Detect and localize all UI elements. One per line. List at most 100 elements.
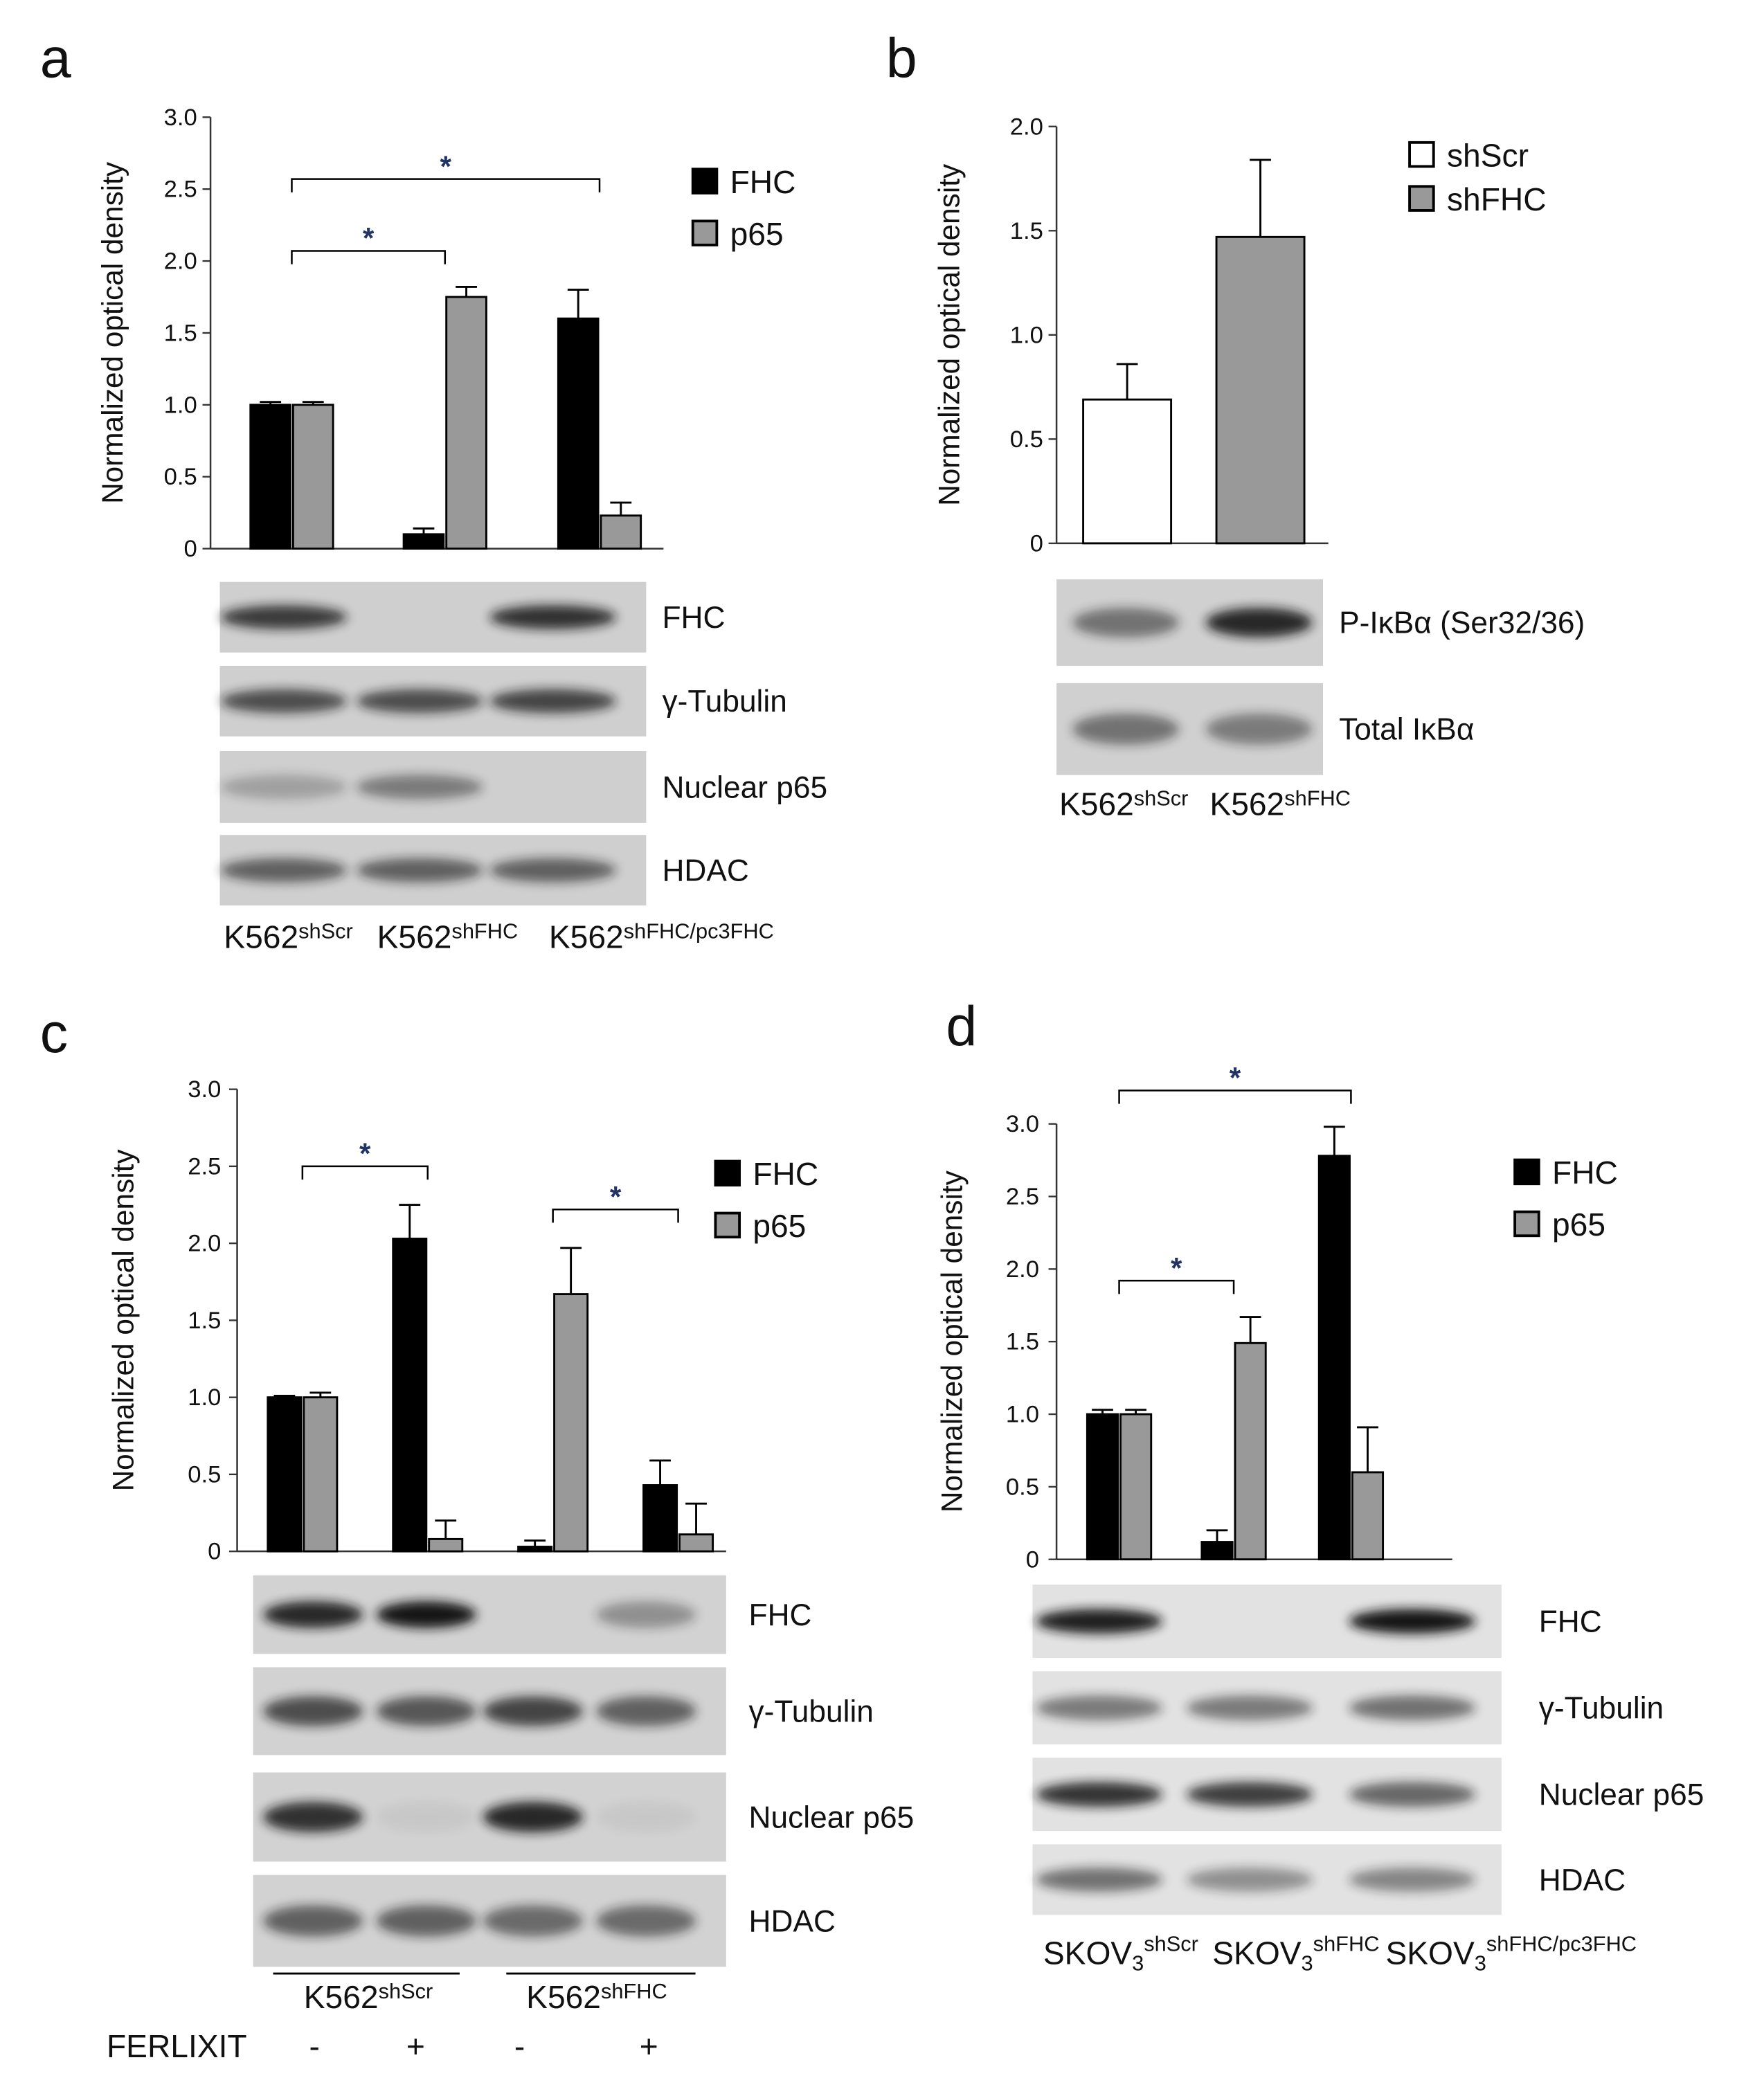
label-text: SKOV bbox=[1385, 1935, 1474, 1971]
bar bbox=[1200, 1541, 1234, 1561]
error-bar bbox=[435, 1519, 457, 1539]
blot-label: HDAC bbox=[749, 1904, 836, 1938]
category-label: K562shScr bbox=[224, 919, 352, 955]
blot-band bbox=[1072, 713, 1180, 745]
y-tick-label: 2.5 bbox=[188, 1153, 221, 1180]
label-sup: shFHC bbox=[601, 1979, 667, 2003]
error-bar bbox=[399, 1204, 421, 1239]
bar bbox=[557, 317, 600, 550]
error-bar bbox=[1092, 1409, 1113, 1415]
blot-band bbox=[376, 1802, 476, 1832]
label-sup: shScr bbox=[1144, 1932, 1198, 1956]
label-text: K562 bbox=[1209, 786, 1284, 822]
blot-band bbox=[1205, 713, 1313, 745]
blot-band bbox=[356, 858, 483, 883]
significance-bracket bbox=[1118, 1090, 1352, 1104]
bar bbox=[553, 1293, 589, 1553]
blot-label: Nuclear p65 bbox=[1539, 1778, 1704, 1812]
category-label: K562shFHC bbox=[377, 919, 519, 955]
y-tick-label: 0 bbox=[1030, 530, 1043, 557]
blot-band bbox=[376, 1696, 476, 1726]
legend-label: p65 bbox=[753, 1208, 806, 1244]
y-tick-label: 0.5 bbox=[1006, 1474, 1039, 1500]
y-tick-label: 3.0 bbox=[188, 1076, 221, 1103]
blot-band bbox=[596, 1802, 696, 1832]
category-label: + bbox=[406, 2028, 425, 2064]
blot-band bbox=[220, 775, 348, 799]
blot-band bbox=[489, 689, 617, 714]
label-sub: 3 bbox=[1132, 1951, 1144, 1976]
bar bbox=[600, 514, 642, 550]
panel-letter: d bbox=[946, 995, 977, 1058]
error-bar bbox=[1357, 1426, 1378, 1472]
blot-label: Nuclear p65 bbox=[749, 1800, 915, 1834]
y-axis-label: Normalized optical density bbox=[107, 1149, 139, 1492]
blot-band bbox=[483, 1696, 583, 1726]
legend-label: p65 bbox=[1552, 1207, 1605, 1243]
bar bbox=[1086, 1413, 1119, 1561]
error-bar bbox=[260, 401, 282, 405]
y-tick-label: 0 bbox=[208, 1539, 221, 1565]
blot-label: FHC bbox=[662, 601, 725, 635]
label-text: K562 bbox=[377, 919, 452, 955]
blot-band bbox=[263, 1802, 363, 1832]
blot-band bbox=[596, 1696, 696, 1726]
blot-label: HDAC bbox=[662, 854, 748, 888]
bar bbox=[402, 533, 445, 550]
legend-swatch bbox=[714, 1211, 741, 1239]
error-bar bbox=[649, 1459, 671, 1485]
blot-band bbox=[596, 1601, 696, 1628]
blot-band bbox=[1072, 608, 1180, 638]
y-tick-label: 1.5 bbox=[1010, 218, 1043, 244]
significance-bracket bbox=[552, 1208, 679, 1223]
legend-swatch bbox=[691, 168, 719, 195]
y-tick-label: 2.5 bbox=[164, 177, 197, 203]
blot-label: Nuclear p65 bbox=[662, 770, 827, 804]
blot-band bbox=[376, 1601, 476, 1628]
blot-band bbox=[376, 1905, 476, 1937]
blot-label: HDAC bbox=[1539, 1863, 1626, 1897]
y-tick-label: 1.5 bbox=[188, 1308, 221, 1334]
error-bar bbox=[610, 501, 632, 516]
significance-star: * bbox=[1171, 1252, 1182, 1284]
significance-star: * bbox=[359, 1137, 371, 1170]
blot-band bbox=[220, 858, 348, 883]
blot-label: P-IκBα (Ser32/36) bbox=[1339, 606, 1585, 640]
label-text: SKOV bbox=[1212, 1935, 1301, 1971]
category-label: + bbox=[640, 2028, 658, 2064]
error-bar bbox=[456, 286, 477, 297]
blot-label: FHC bbox=[1539, 1605, 1602, 1639]
bar bbox=[445, 296, 487, 550]
legend-swatch bbox=[1513, 1210, 1540, 1238]
legend-swatch bbox=[1408, 141, 1435, 168]
error-bar bbox=[685, 1502, 707, 1535]
significance-star: * bbox=[363, 222, 375, 255]
bar bbox=[428, 1537, 464, 1553]
blot-band bbox=[220, 689, 348, 714]
y-tick-label: 2.0 bbox=[1010, 114, 1043, 140]
blot-band bbox=[489, 858, 617, 883]
legend-swatch bbox=[714, 1159, 741, 1187]
blot-band bbox=[1349, 1695, 1476, 1721]
y-tick-label: 1.5 bbox=[1006, 1329, 1039, 1355]
y-tick-label: 1.5 bbox=[164, 320, 197, 346]
y-tick-label: 1.0 bbox=[1006, 1402, 1039, 1428]
significance-bracket bbox=[291, 250, 447, 264]
y-tick-label: 0.5 bbox=[164, 464, 197, 490]
blot-band bbox=[1349, 1868, 1476, 1892]
significance-bracket bbox=[301, 1165, 429, 1180]
panel-letter: a bbox=[40, 28, 71, 90]
bar bbox=[1119, 1413, 1153, 1561]
y-tick-label: 1.0 bbox=[164, 392, 197, 418]
y-tick-label: 0.5 bbox=[188, 1461, 221, 1488]
bar bbox=[291, 404, 334, 550]
group-label: K562shFHC bbox=[526, 1979, 667, 2015]
label-sup: shFHC/pc3FHC bbox=[1486, 1932, 1637, 1956]
category-label: - bbox=[514, 2028, 525, 2064]
blot-band bbox=[596, 1905, 696, 1937]
bar bbox=[678, 1533, 714, 1553]
error-bar bbox=[273, 1395, 296, 1398]
group-label: K562shScr bbox=[304, 1979, 433, 2015]
y-tick-label: 3.0 bbox=[164, 105, 197, 131]
